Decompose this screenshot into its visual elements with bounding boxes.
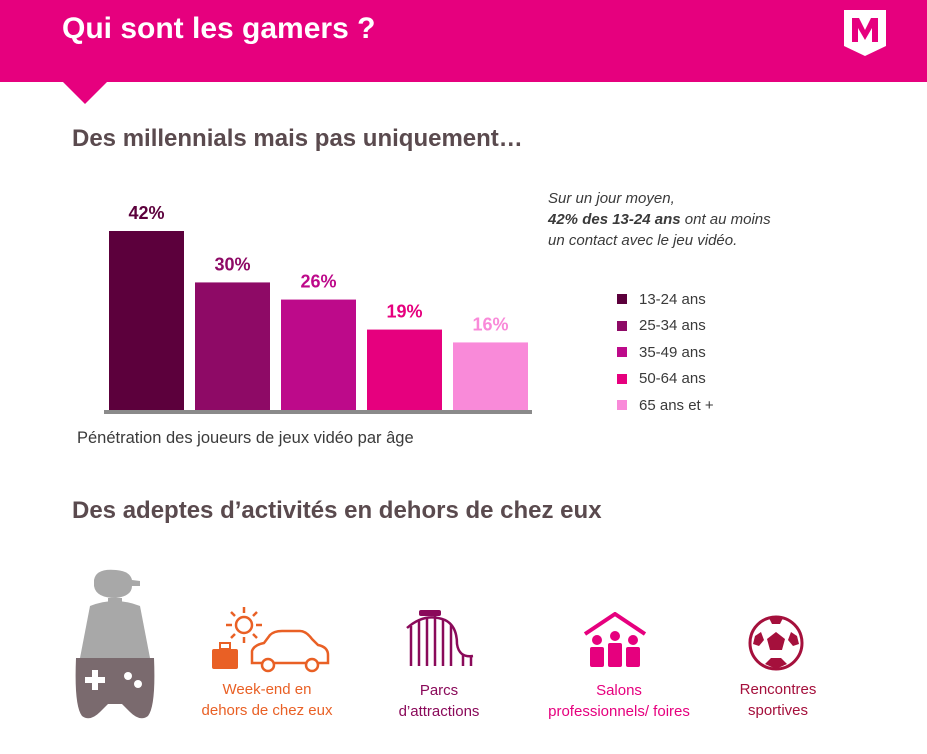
activity-sports-line2: sportives <box>747 702 809 719</box>
activity-label-fairs: Salons professionnels/ foires <box>528 680 710 722</box>
bar-value-label: 26% <box>300 272 336 292</box>
legend-label: 50-64 ans <box>639 370 706 388</box>
section-title-millennials: Des millennials mais pas uniquement… <box>72 125 523 152</box>
legend-swatch <box>617 294 627 305</box>
bar-value-label: 16% <box>472 314 508 334</box>
legend-swatch <box>617 373 627 384</box>
sun-car-luggage-icon <box>212 607 330 673</box>
bar-value-label: 42% <box>128 203 164 223</box>
soccer-ball-icon <box>748 615 804 671</box>
age-bar-chart: 42% 30% 26% 19% 16% <box>104 203 532 414</box>
chart-caption: Pénétration des joueurs de jeux vidéo pa… <box>77 429 414 447</box>
note-line1: Sur un jour moyen, <box>548 190 675 207</box>
section-title-activities: Des adeptes d’activités en dehors de che… <box>72 497 602 524</box>
legend-item: 35-49 ans <box>617 339 714 366</box>
gamer-controller-icon <box>75 569 155 719</box>
legend-label: 25-34 ans <box>639 317 706 335</box>
roller-coaster-icon <box>406 610 474 666</box>
activity-weekend-line2: dehors de chez eux <box>201 702 333 719</box>
activity-label-weekend: Week-end en dehors de chez eux <box>188 679 346 721</box>
note-line3: un contact avec le jeu vidéo. <box>548 232 738 249</box>
legend-item: 50-64 ans <box>617 366 714 393</box>
header-notch <box>63 82 107 104</box>
legend-swatch <box>617 320 627 331</box>
activity-parks-line2: d’attractions <box>398 703 480 720</box>
activity-fairs-line1: Salons <box>596 682 642 699</box>
note-line2: ont au moins <box>680 211 771 228</box>
chart-note: Sur un jour moyen, 42% des 13-24 ans ont… <box>548 188 828 251</box>
m-logo-icon <box>844 10 886 56</box>
legend-item: 13-24 ans <box>617 286 714 313</box>
legend-item: 25-34 ans <box>617 313 714 340</box>
activity-weekend-line1: Week-end en <box>222 681 312 698</box>
bar-value-label: 30% <box>214 254 250 274</box>
legend-label: 65 ans et + <box>639 396 714 414</box>
page-title: Qui sont les gamers ? <box>62 12 376 45</box>
bar-65-ans-et- <box>453 342 528 411</box>
chart-baseline <box>104 410 532 414</box>
legend-swatch <box>617 347 627 358</box>
activity-fairs-line2: professionnels/ foires <box>548 703 690 720</box>
bar-50-64-ans <box>367 329 442 411</box>
activity-label-parks: Parcs d’attractions <box>372 680 506 722</box>
bar-value-label: 19% <box>386 302 422 322</box>
activity-parks-line1: Parcs <box>419 682 459 699</box>
legend-label: 35-49 ans <box>639 343 706 361</box>
chart-legend: 13-24 ans 25-34 ans 35-49 ans 50-64 ans 65 a… <box>617 286 714 419</box>
legend-item: 65 ans et + <box>617 392 714 419</box>
legend-label: 13-24 ans <box>639 290 706 308</box>
header-banner: Qui sont les gamers ? <box>0 0 927 82</box>
exhibition-people-icon <box>583 612 647 667</box>
bar-13-24-ans <box>109 231 184 411</box>
activity-sports-line1: Rencontres <box>739 681 817 698</box>
legend-swatch <box>617 400 627 411</box>
note-highlight: 42% des 13-24 ans <box>548 211 681 228</box>
bar-35-49-ans <box>281 299 356 411</box>
activity-label-sports: Rencontres sportives <box>716 679 840 721</box>
bar-25-34-ans <box>195 282 270 411</box>
